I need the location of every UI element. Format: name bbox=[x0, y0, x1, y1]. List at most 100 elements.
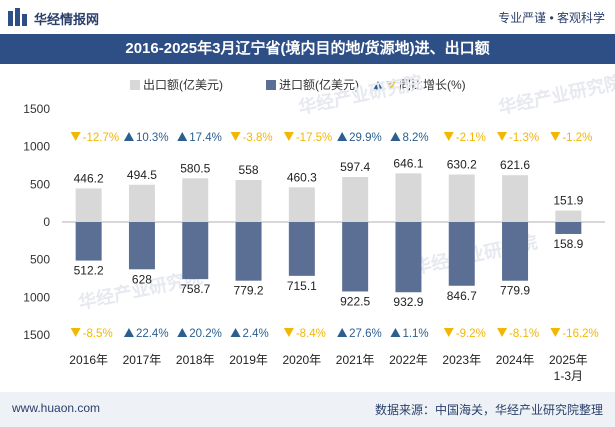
footer-website: www.huaon.com bbox=[12, 401, 101, 415]
legend: 出口额(亿美元) 进口额(亿美元) 同比增长(%) bbox=[130, 77, 466, 92]
export-value-label: 621.6 bbox=[500, 158, 530, 172]
growth-up-triangle bbox=[177, 328, 188, 337]
chart-title: 2016-2025年3月辽宁省(境内目的地/货源地)进、出口额 bbox=[125, 40, 490, 57]
footer-band bbox=[0, 392, 615, 427]
growth-up-triangle bbox=[337, 328, 348, 337]
growth-down-triangle bbox=[497, 132, 508, 141]
legend-growth-label: 同比增长(%) bbox=[399, 78, 466, 92]
top-bar: 华经情报网 专业严谨 • 客观科学 bbox=[0, 0, 615, 34]
export-bar bbox=[288, 187, 315, 222]
slogan: 专业严谨 • 客观科学 bbox=[498, 11, 605, 25]
export-growth-label: 17.4% bbox=[189, 132, 222, 144]
legend-import-label: 进口额(亿美元) bbox=[279, 77, 359, 92]
import-growth-label: 2.4% bbox=[243, 328, 269, 340]
import-value-label: 922.5 bbox=[340, 294, 370, 308]
import-growth-label: 20.2% bbox=[189, 328, 222, 340]
import-growth-label: -8.1% bbox=[509, 328, 539, 340]
import-growth-label: -9.2% bbox=[456, 328, 486, 340]
y-tick-label: 0 bbox=[43, 215, 50, 229]
import-value-label: 158.9 bbox=[553, 237, 583, 251]
legend-up-triangle bbox=[373, 81, 383, 90]
import-bar bbox=[555, 222, 582, 234]
growth-down-triangle bbox=[443, 132, 454, 141]
bars bbox=[75, 173, 582, 293]
growth-down-triangle bbox=[550, 328, 561, 337]
growth-up-triangle bbox=[230, 328, 241, 337]
import-growth-label: -8.5% bbox=[83, 328, 113, 340]
import-bar bbox=[342, 222, 369, 292]
import-value-label: 628 bbox=[132, 272, 152, 286]
growth-up-triangle bbox=[390, 328, 401, 337]
import-bar bbox=[448, 222, 475, 286]
export-value-label: 558 bbox=[239, 163, 259, 177]
huajing-logo-icon bbox=[8, 8, 27, 26]
growth-down-triangle bbox=[283, 328, 294, 337]
export-value-label: 580.5 bbox=[180, 161, 210, 175]
growth-down-triangle bbox=[230, 132, 241, 141]
import-bar bbox=[128, 222, 155, 270]
y-tick-label: 1500 bbox=[23, 102, 50, 116]
import-bar bbox=[75, 222, 102, 261]
export-growth-label: -2.1% bbox=[456, 132, 486, 144]
x-tick-label: 2016年 bbox=[69, 353, 108, 367]
export-growth-label: -12.7% bbox=[83, 132, 119, 144]
export-growth-label: -3.8% bbox=[243, 132, 273, 144]
export-growth-label: 10.3% bbox=[136, 132, 169, 144]
growth-down-triangle bbox=[497, 328, 508, 337]
x-tick-label: 2022年 bbox=[389, 353, 428, 367]
export-value-label: 494.5 bbox=[127, 168, 157, 182]
y-tick-label: 500 bbox=[30, 177, 50, 191]
export-value-label: 630.2 bbox=[447, 158, 477, 172]
legend-import-swatch bbox=[266, 80, 276, 90]
growth-up-triangle bbox=[123, 132, 134, 141]
growth-up-triangle bbox=[337, 132, 348, 141]
export-bar bbox=[342, 177, 369, 222]
x-tick-label: 2017年 bbox=[123, 353, 162, 367]
growth-up-triangle bbox=[390, 132, 401, 141]
footer-source: 数据来源：中国海关，华经产业研究院整理 bbox=[374, 403, 603, 417]
y-tick-label: 1500 bbox=[23, 328, 50, 342]
export-bar bbox=[128, 184, 155, 222]
x-tick-label: 2023年 bbox=[442, 353, 481, 367]
watermark-text: 华经产业研究院 bbox=[496, 71, 615, 118]
growth-down-triangle bbox=[550, 132, 561, 141]
import-bar bbox=[182, 222, 209, 280]
import-bar bbox=[288, 222, 315, 276]
import-bar bbox=[395, 222, 422, 293]
import-growth-label: 27.6% bbox=[349, 328, 382, 340]
chart: 出口额(亿美元) 进口额(亿美元) 同比增长(%) 华经产业研究院华经产业研究院华经… bbox=[23, 71, 615, 383]
legend-export-label: 出口额(亿美元) bbox=[143, 77, 223, 92]
export-bar bbox=[182, 178, 209, 222]
export-bar bbox=[75, 188, 102, 222]
y-tick-label: 500 bbox=[30, 253, 50, 267]
export-value-label: 646.1 bbox=[393, 156, 423, 170]
export-growth-label: 8.2% bbox=[402, 132, 428, 144]
export-growth-label: -17.5% bbox=[296, 132, 332, 144]
export-value-label: 597.4 bbox=[340, 160, 370, 174]
export-bar bbox=[555, 210, 582, 222]
export-bar bbox=[502, 175, 529, 222]
growth-down-triangle bbox=[443, 328, 454, 337]
growth-down-triangle bbox=[283, 132, 294, 141]
import-value-label: 512.2 bbox=[74, 264, 104, 278]
import-bar bbox=[235, 222, 262, 281]
import-value-label: 932.9 bbox=[393, 295, 423, 309]
growth-down-triangle bbox=[70, 132, 81, 141]
y-axis: 1500 1000 500 0 500 1000 1500 bbox=[23, 102, 605, 342]
growth-up-triangle bbox=[123, 328, 134, 337]
import-value-label: 715.1 bbox=[287, 279, 317, 293]
import-value-label: 779.9 bbox=[500, 284, 530, 298]
x-tick-label: 1-3月 bbox=[554, 369, 583, 383]
site-name: 华经情报网 bbox=[34, 12, 100, 27]
import-bar bbox=[502, 222, 529, 281]
export-bar bbox=[395, 173, 422, 222]
export-value-label: 446.2 bbox=[74, 171, 104, 185]
export-value-label: 151.9 bbox=[553, 194, 583, 208]
legend-export-swatch bbox=[130, 80, 140, 90]
growth-up-triangle bbox=[177, 132, 188, 141]
x-tick-label: 2019年 bbox=[229, 353, 268, 367]
export-bar bbox=[235, 179, 262, 222]
import-growth-label: -8.4% bbox=[296, 328, 326, 340]
import-growth-label: 1.1% bbox=[402, 328, 428, 340]
